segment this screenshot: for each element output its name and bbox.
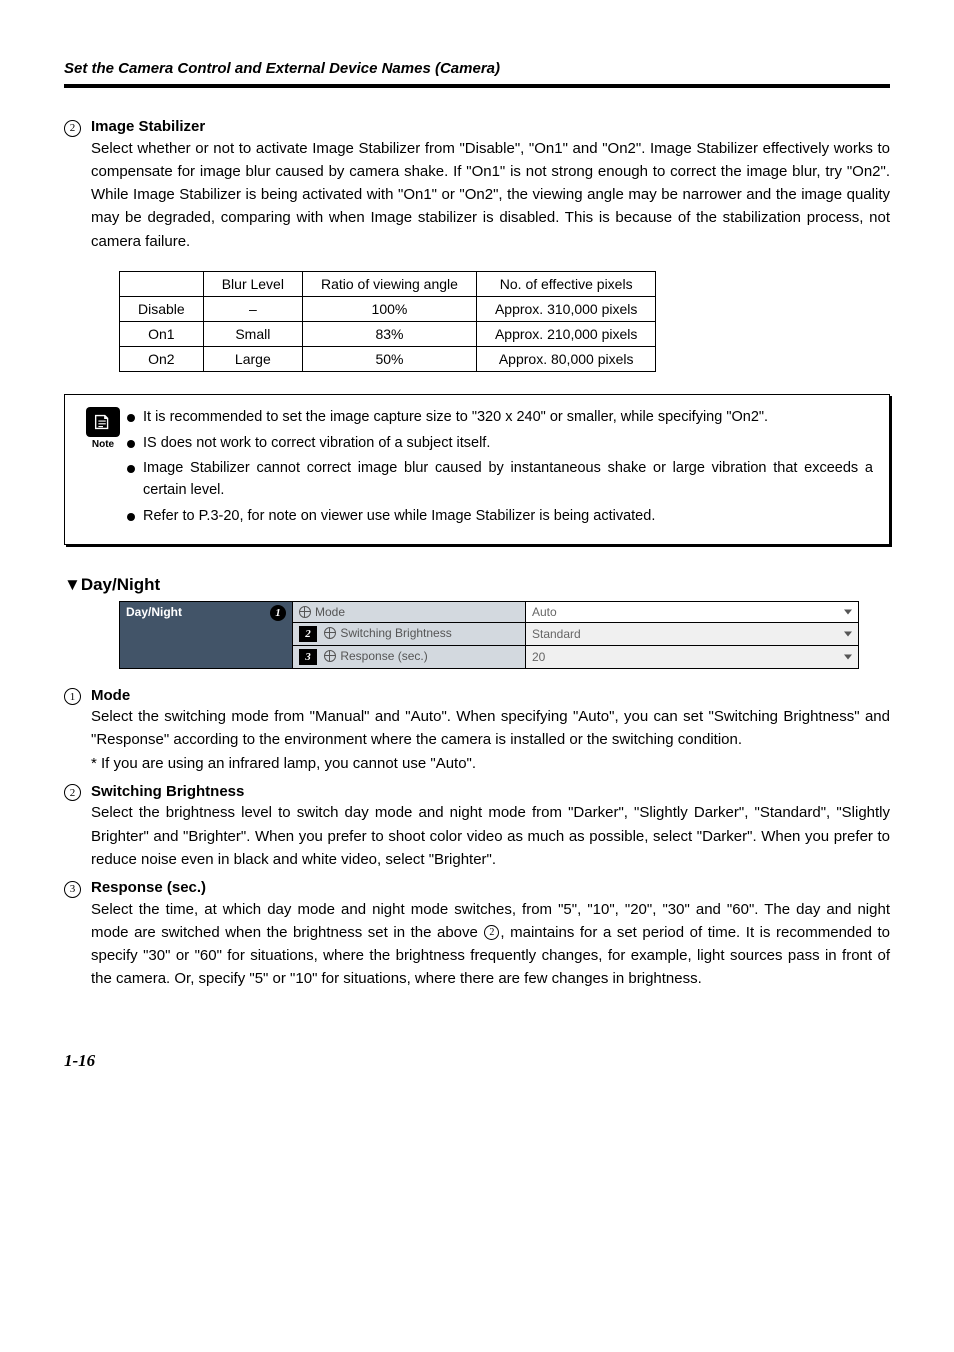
table-header-row: Blur Level Ratio of viewing angle No. of… <box>120 271 656 296</box>
ui-mode-dropdown[interactable]: Auto <box>526 601 859 622</box>
table-row: Disable – 100% Approx. 310,000 pixels <box>120 296 656 321</box>
ui-sb-dropdown[interactable]: Standard <box>526 622 859 645</box>
table-row: On1 Small 83% Approx. 210,000 pixels <box>120 321 656 346</box>
item-title: Switching Brightness <box>91 783 244 800</box>
section-day-night-title: ▼Day/Night <box>64 575 890 595</box>
col-pixels: No. of effective pixels <box>476 271 655 296</box>
item-number: 2 <box>64 120 81 137</box>
item-mode: 1 Mode Select the switching mode from "M… <box>64 687 890 775</box>
item-number: 3 <box>64 881 81 898</box>
chevron-down-icon <box>844 609 852 614</box>
item-body: Select the switching mode from "Manual" … <box>91 705 890 752</box>
table-row: On2 Large 50% Approx. 80,000 pixels <box>120 346 656 371</box>
item-switching-brightness: 2 Switching Brightness Select the bright… <box>64 783 890 871</box>
note-item: IS does not work to correct vibration of… <box>127 433 873 455</box>
chevron-down-icon <box>844 631 852 636</box>
ui-resp-label-cell: 3 Response (sec.) <box>293 645 526 668</box>
note-item: Refer to P.3-20, for note on viewer use … <box>127 506 873 528</box>
ui-sb-label-cell: 2 Switching Brightness <box>293 622 526 645</box>
note-icon <box>86 407 120 437</box>
header-title: Set the Camera Control and External Devi… <box>64 60 500 77</box>
col-blur: Blur Level <box>203 271 302 296</box>
globe-icon <box>324 627 336 639</box>
note-item: Image Stabilizer cannot correct image bl… <box>127 458 873 502</box>
ui-callout-2: 2 <box>300 626 316 642</box>
ui-panel-header: Day/Night 1 <box>120 601 293 668</box>
note-label: Note <box>79 439 127 450</box>
item-note: * If you are using an infrared lamp, you… <box>91 752 890 775</box>
item-title: Mode <box>91 687 130 704</box>
page-header: Set the Camera Control and External Devi… <box>64 60 890 88</box>
item-number: 1 <box>64 688 81 705</box>
note-box: Note It is recommended to set the image … <box>64 394 890 545</box>
note-list: It is recommended to set the image captu… <box>127 407 873 532</box>
stabilizer-table: Blur Level Ratio of viewing angle No. of… <box>119 271 656 372</box>
item-body: Select whether or not to activate Image … <box>91 137 890 253</box>
col-blank <box>120 271 204 296</box>
chevron-down-icon <box>844 654 852 659</box>
item-image-stabilizer: 2 Image Stabilizer Select whether or not… <box>64 118 890 253</box>
ui-mode-label-cell: Mode <box>293 601 526 622</box>
item-response: 3 Response (sec.) Select the time, at wh… <box>64 879 890 991</box>
item-body: Select the brightness level to switch da… <box>91 801 890 871</box>
ui-callout-1: 1 <box>270 605 286 621</box>
note-item: It is recommended to set the image captu… <box>127 407 873 429</box>
item-title: Response (sec.) <box>91 879 206 896</box>
item-body: Select the time, at which day mode and n… <box>91 898 890 991</box>
globe-icon <box>324 650 336 662</box>
ui-day-night-table: Day/Night 1 Mode Auto 2 Switching Bright… <box>119 601 859 669</box>
col-ratio: Ratio of viewing angle <box>302 271 476 296</box>
ui-callout-3: 3 <box>300 649 316 665</box>
ui-resp-dropdown[interactable]: 20 <box>526 645 859 668</box>
page-number: 1-16 <box>64 1051 890 1071</box>
item-title: Image Stabilizer <box>91 118 205 135</box>
inline-ref-2: 2 <box>484 925 499 940</box>
globe-icon <box>299 606 311 618</box>
item-number: 2 <box>64 784 81 801</box>
